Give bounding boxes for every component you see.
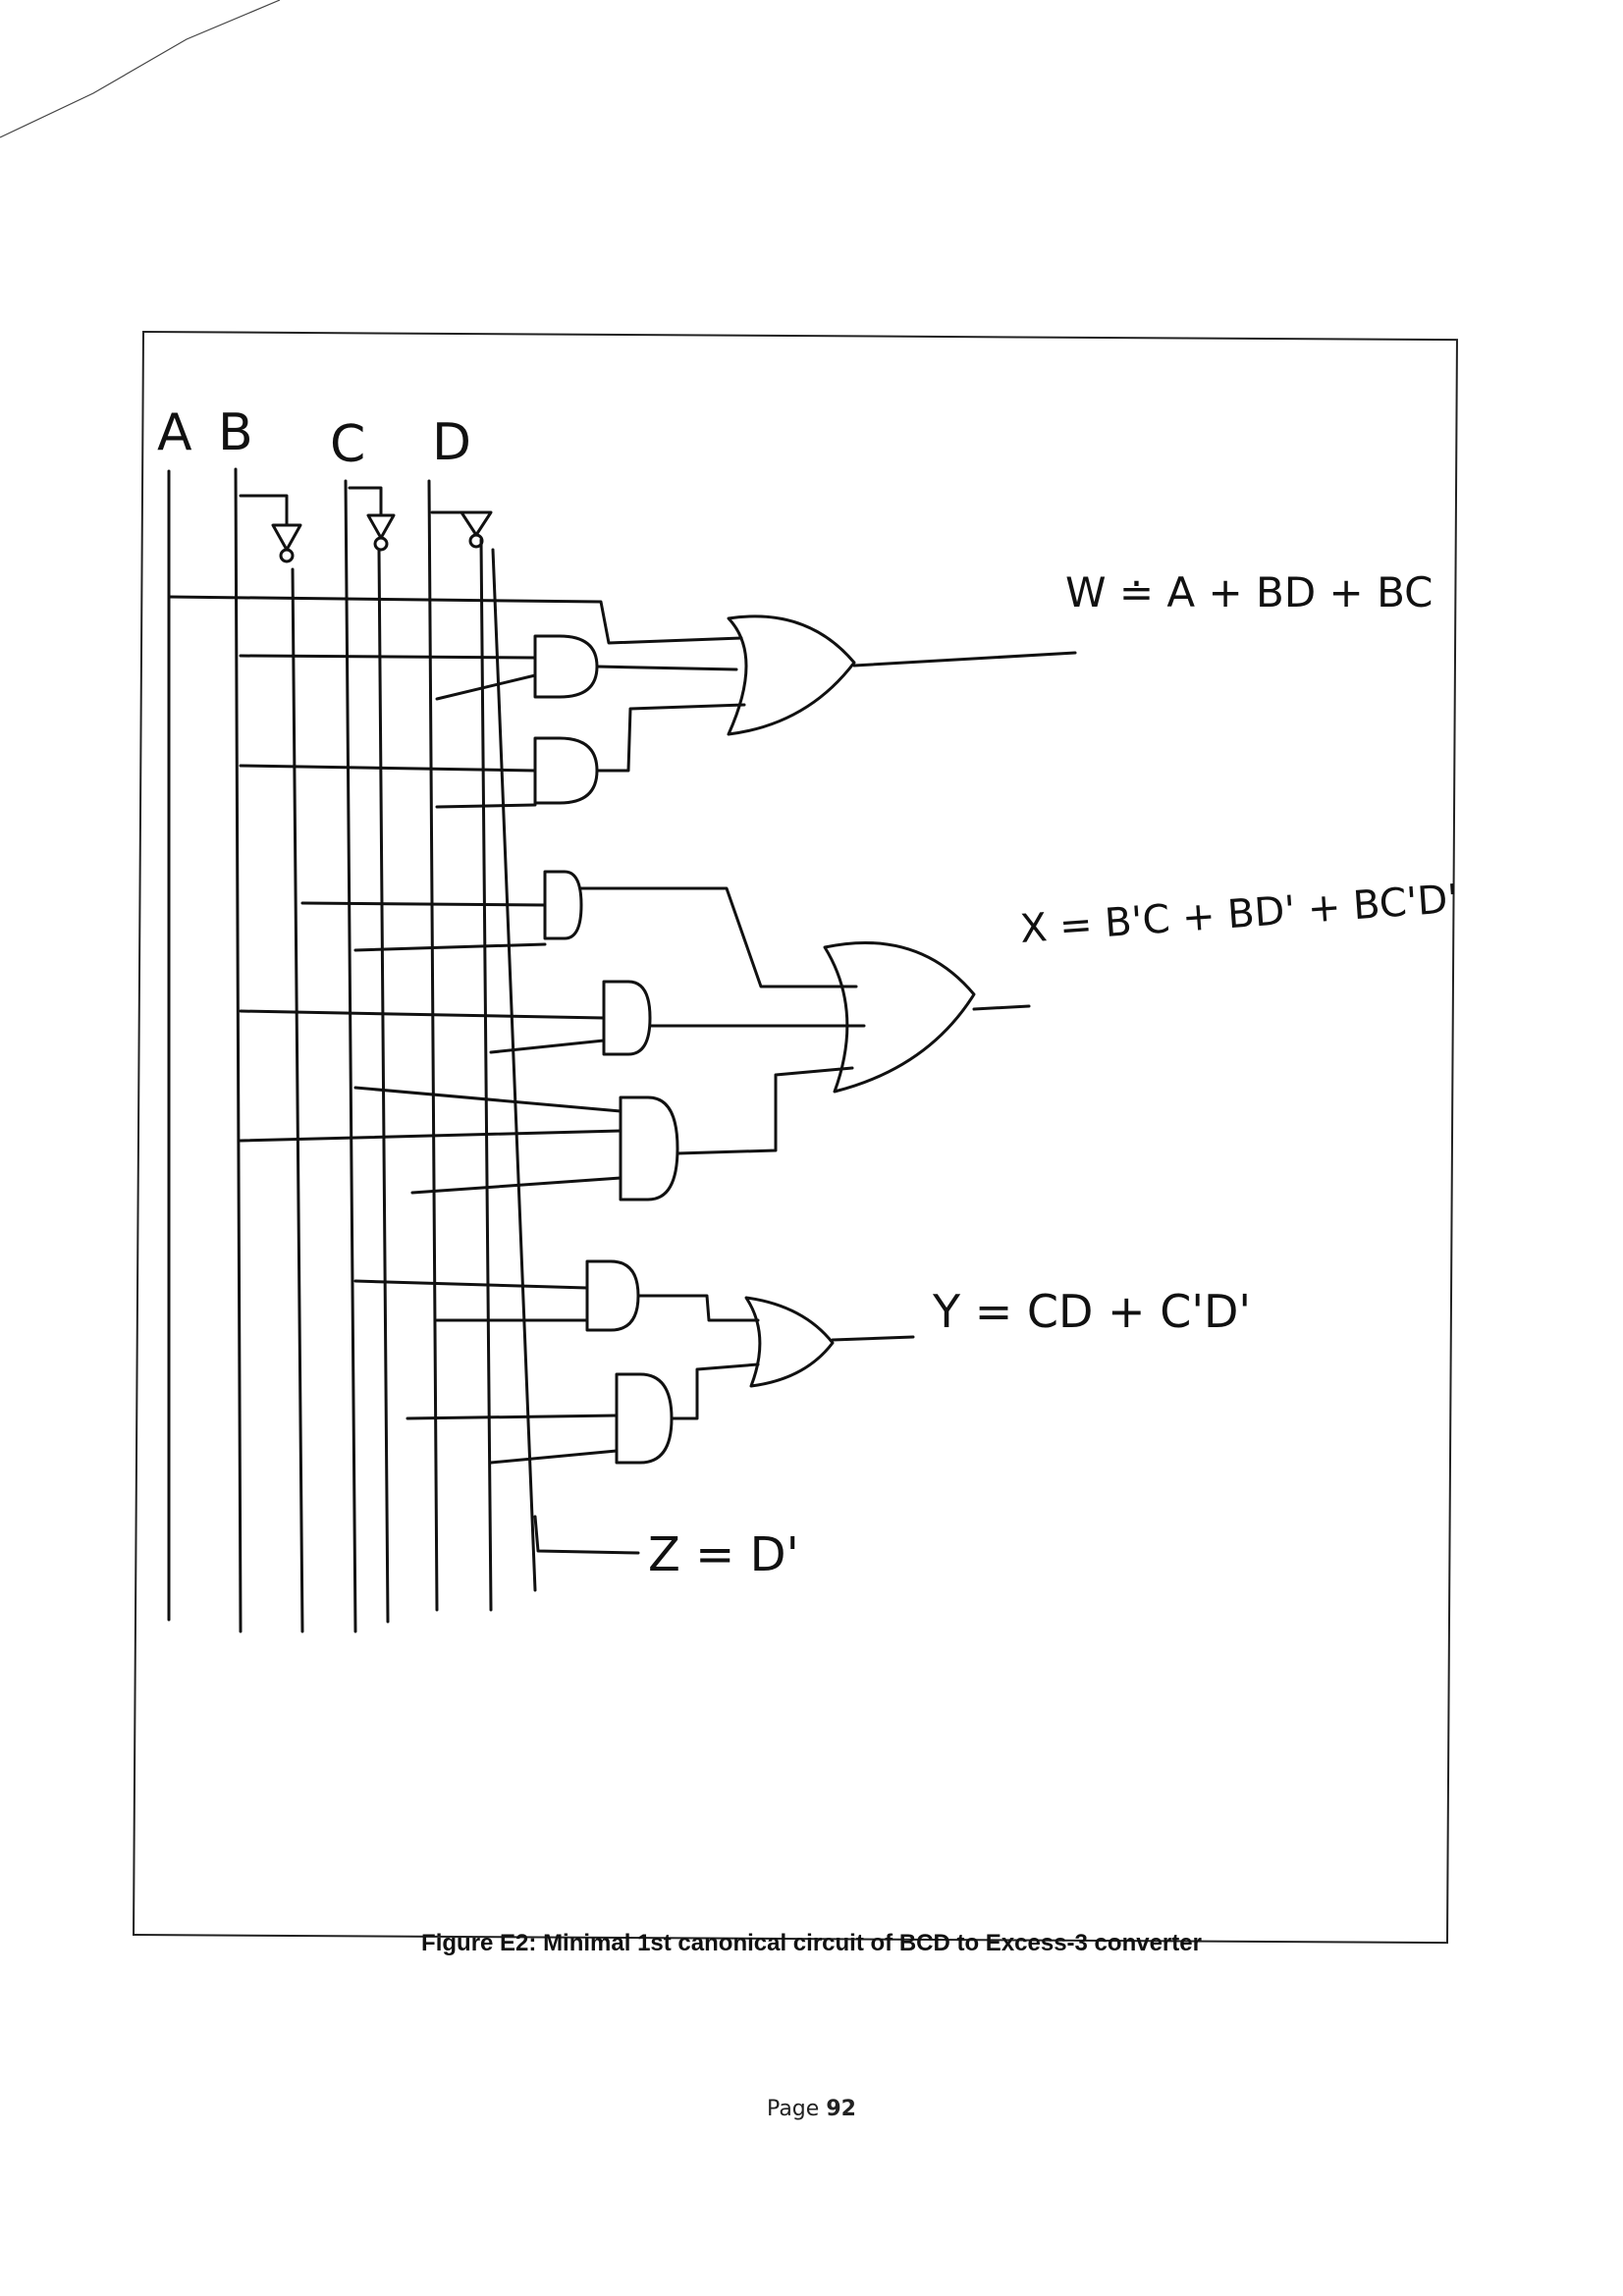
scan-artifact-line bbox=[0, 0, 281, 138]
output-equations: W ≐ A + BD + BC X = B'C + BD' + BC'D' Y … bbox=[648, 568, 1460, 1582]
and-gate-x2 bbox=[602, 980, 652, 1056]
rail-d bbox=[427, 479, 439, 1612]
and-gate-y1 bbox=[585, 1259, 640, 1332]
input-label-c: C bbox=[330, 415, 365, 474]
or-gate-w bbox=[727, 614, 856, 736]
equation-w: W ≐ A + BD + BC bbox=[1065, 568, 1434, 616]
not-gate-b bbox=[239, 494, 302, 563]
and-gate-x3 bbox=[619, 1095, 679, 1201]
not-gate-d bbox=[430, 510, 493, 549]
and-gate-x1 bbox=[543, 870, 583, 940]
equation-x: X = B'C + BD' + BC'D' bbox=[1018, 877, 1459, 952]
input-label-b: B bbox=[218, 403, 253, 462]
w-section bbox=[167, 595, 1077, 809]
rail-c bbox=[344, 479, 357, 1633]
input-rails bbox=[167, 467, 537, 1633]
rail-b bbox=[234, 467, 243, 1633]
circuit-diagram: A B C D bbox=[157, 403, 1460, 1633]
or-gate-x bbox=[823, 940, 976, 1094]
page-label: Page bbox=[767, 2097, 827, 2121]
not-gate-c bbox=[348, 486, 396, 552]
w-output-wire bbox=[852, 651, 1077, 667]
x-section bbox=[239, 870, 1031, 1201]
and-gate-w1 bbox=[533, 634, 599, 699]
not-gates bbox=[239, 486, 493, 563]
and-gate-w2 bbox=[533, 736, 599, 805]
input-label-a: A bbox=[157, 403, 192, 462]
y-output-wire bbox=[831, 1335, 915, 1342]
or-gate-y bbox=[744, 1296, 835, 1388]
figure-caption: Figure E2: Minimal 1st canonical circuit… bbox=[421, 1930, 1202, 1956]
page-number: 92 bbox=[826, 2097, 856, 2121]
z-output-wire bbox=[533, 1515, 640, 1555]
rail-d-not bbox=[479, 538, 493, 1612]
and-gate-y2 bbox=[615, 1372, 674, 1465]
y-section bbox=[353, 1259, 915, 1465]
rail-d-not-2 bbox=[491, 548, 537, 1592]
page-footer: Page 92 bbox=[0, 2097, 1623, 2121]
equation-y: Y = CD + C'D' bbox=[932, 1285, 1251, 1338]
rail-b-not bbox=[291, 567, 304, 1633]
z-section bbox=[533, 1515, 640, 1555]
rail-c-not bbox=[377, 548, 390, 1624]
input-labels: A B C D bbox=[157, 403, 471, 474]
equation-z: Z = D' bbox=[648, 1527, 799, 1582]
x-output-wire bbox=[972, 1004, 1031, 1011]
input-label-d: D bbox=[432, 413, 471, 472]
